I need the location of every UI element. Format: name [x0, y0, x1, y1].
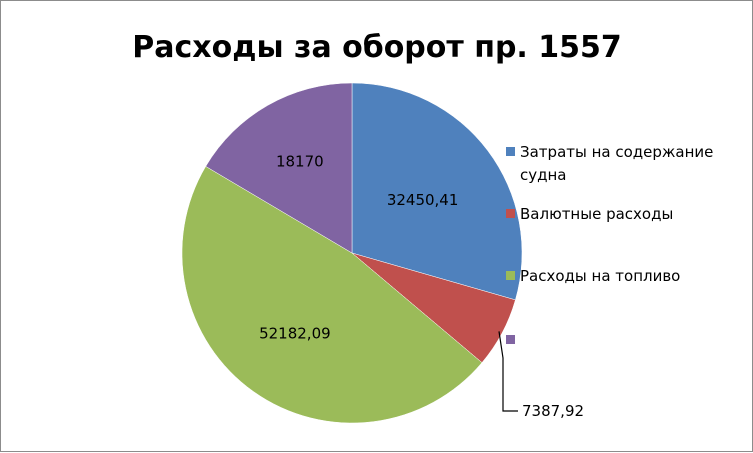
legend-swatch-2 — [506, 271, 515, 280]
data-label-0: 32450,41 — [387, 191, 459, 209]
data-label-1: 7387,92 — [522, 402, 584, 420]
data-labels: 32450,41 7387,92 52182,09 18170 — [259, 152, 584, 420]
legend-swatch-3 — [506, 335, 515, 344]
legend-label-2: Расходы на топливо — [520, 267, 680, 285]
pie-slices — [181, 82, 523, 424]
pie-slice-0 — [351, 82, 523, 301]
legend-swatch-1 — [506, 209, 515, 218]
data-label-2: 52182,09 — [259, 324, 331, 342]
legend-label-1: Валютные расходы — [520, 205, 673, 223]
legend-label-0: судна — [520, 166, 567, 184]
pie-slice-2 — [181, 166, 483, 424]
data-label-3: 18170 — [276, 152, 324, 170]
legend-swatch-0 — [506, 147, 515, 156]
legend-label-0: Затраты на содержание — [520, 143, 713, 161]
pie-slice-3 — [205, 82, 353, 254]
legend: Затраты на содержание судна Валютные расхо… — [506, 143, 713, 344]
leader-line — [498, 331, 518, 412]
chart-title: Расходы за оборот пр. 1557 — [132, 30, 622, 65]
